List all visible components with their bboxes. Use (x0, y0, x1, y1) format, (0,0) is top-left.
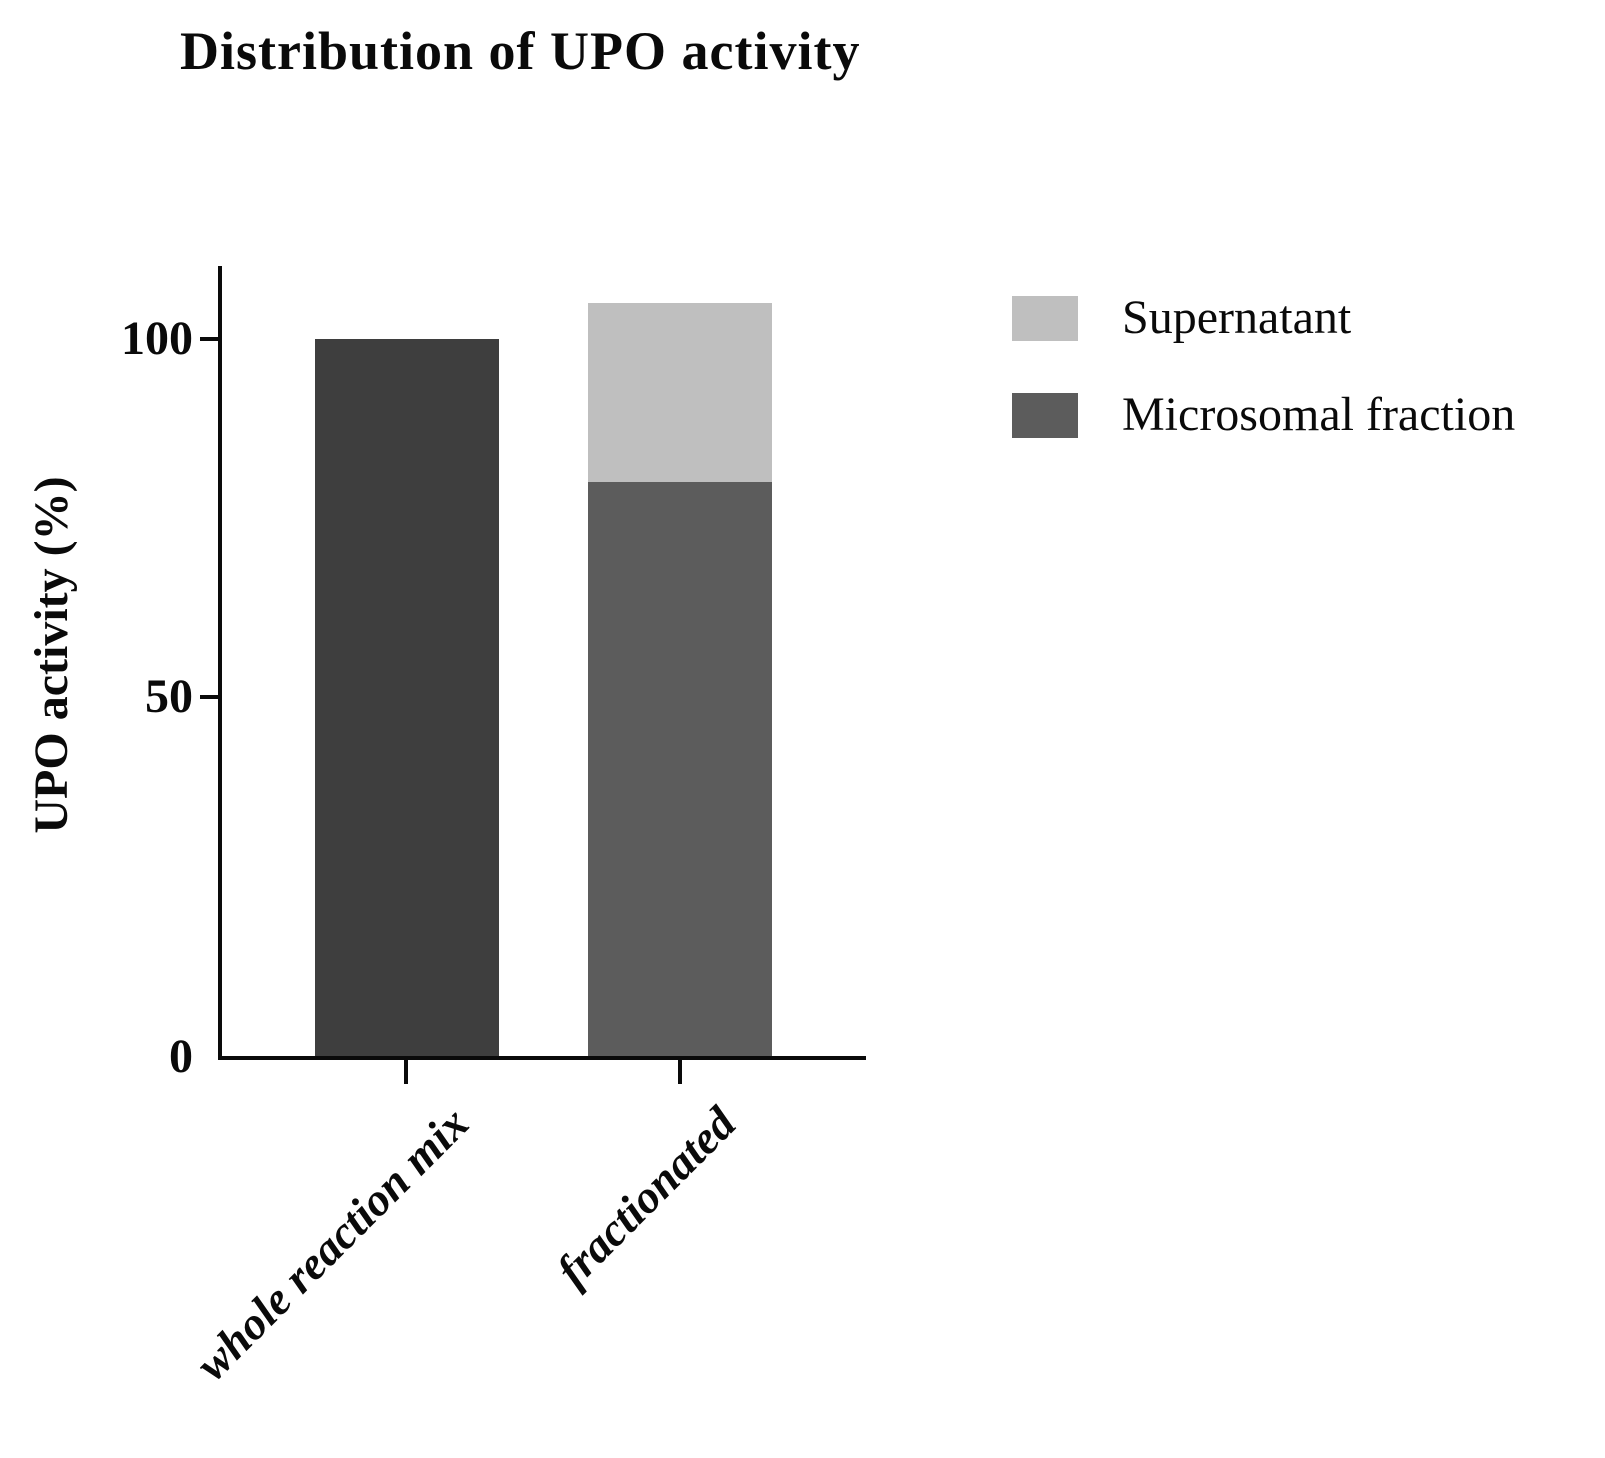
y-tick-mark-100 (200, 337, 219, 341)
legend-label-supernatant: Supernatant (1122, 291, 1352, 344)
bar-segment-supernatant (588, 303, 772, 482)
x-axis-line (218, 1056, 866, 1060)
legend-label-microsomal-fraction: Microsomal fraction (1122, 388, 1516, 441)
bar-fractionated (588, 303, 772, 1056)
x-tick-mark-whole-reaction-mix (404, 1060, 408, 1084)
x-category-label-fractionated: fractionated (546, 1097, 746, 1296)
y-axis-line (218, 266, 222, 1060)
legend-swatch-supernatant (1012, 296, 1078, 341)
x-category-label-whole-reaction-mix: whole reaction mix (185, 1097, 479, 1390)
chart-title: Distribution of UPO activity (180, 21, 861, 81)
y-axis-title: UPO activity (%) (25, 476, 78, 834)
bar-segment-microsomal-fraction (315, 339, 499, 1056)
y-tick-label-100: 100 (121, 312, 193, 365)
bar-whole-reaction-mix (315, 339, 499, 1056)
x-tick-mark-fractionated (678, 1060, 682, 1084)
y-tick-mark-50 (200, 695, 219, 699)
y-tick-label-0: 0 (169, 1030, 193, 1083)
y-tick-label-50: 50 (145, 670, 193, 723)
bar-segment-microsomal-fraction (588, 482, 772, 1056)
legend-swatch-microsomal-fraction (1012, 393, 1078, 438)
